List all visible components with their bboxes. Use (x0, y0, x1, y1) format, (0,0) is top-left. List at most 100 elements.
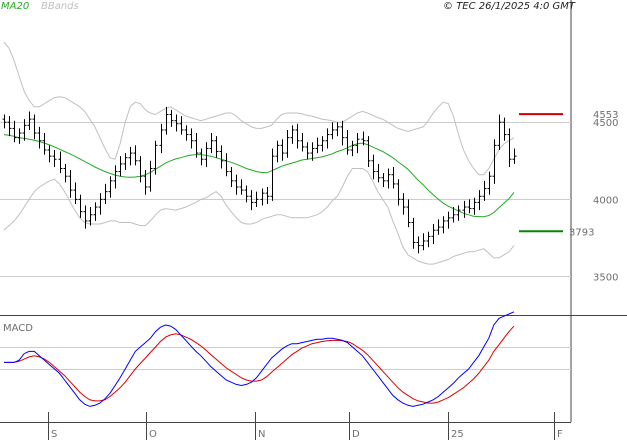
ma20-line (3, 134, 515, 218)
month-label: D (352, 429, 360, 440)
price-bar (310, 142, 315, 161)
price-bar (421, 233, 426, 251)
price-bar (300, 133, 305, 152)
price-bar (305, 142, 310, 160)
price-bar (381, 173, 386, 188)
price-bar (239, 179, 244, 195)
price-bar (37, 126, 42, 149)
price-bar (68, 170, 73, 198)
price-bar (199, 148, 204, 166)
month-label: S (51, 429, 57, 440)
price-bar (113, 165, 118, 189)
price-bar (467, 199, 472, 214)
macd-lines (4, 311, 515, 407)
price-bar (426, 231, 431, 248)
price-bar (512, 148, 517, 164)
support-label: 3793 (569, 227, 594, 238)
price-bar (386, 168, 391, 189)
price-bar (371, 154, 376, 180)
price-bar (355, 133, 360, 154)
price-bar (249, 190, 254, 211)
price-bar (391, 166, 396, 189)
price-bar (219, 145, 224, 169)
price-bar (507, 128, 512, 167)
price-bar (376, 163, 381, 183)
price-bar (17, 128, 22, 144)
price-bar (446, 211, 451, 229)
price-bar (42, 133, 47, 155)
time-axis: S O N D 25 F (48, 412, 563, 440)
price-bar (204, 142, 209, 167)
price-bar (174, 114, 179, 132)
price-bar (209, 133, 214, 154)
support-resistance-levels: 4553 3793 (519, 110, 618, 238)
price-bar (436, 219, 441, 235)
price-bar (492, 139, 497, 184)
price-bar (108, 176, 113, 198)
price-bar (184, 125, 189, 141)
price-bar (138, 156, 143, 183)
price-bar (164, 106, 169, 135)
price-bar (441, 216, 446, 234)
price-bar (194, 133, 199, 158)
month-label: 25 (451, 429, 464, 440)
price-bar (118, 156, 123, 177)
price-bar (320, 136, 325, 152)
price-bar (477, 190, 482, 211)
price-bar (78, 194, 83, 218)
price-bar (290, 125, 295, 144)
price-bar (315, 137, 320, 154)
copyright-label: © TEC 26/1/2025 4:0 GMT (443, 1, 576, 12)
price-bar (497, 114, 502, 150)
price-bar (366, 136, 371, 167)
macd-signal-line (4, 325, 515, 404)
price-bar (169, 109, 174, 127)
price-grid (0, 122, 571, 277)
price-bar (456, 205, 461, 221)
price-bar (148, 160, 153, 192)
price-bar (401, 193, 406, 215)
price-bar (159, 123, 164, 154)
price-bar (229, 166, 234, 188)
price-tick-label-1: 4000 (593, 195, 618, 206)
price-bars (2, 106, 517, 254)
price-bar (22, 119, 27, 141)
price-bar (472, 197, 477, 215)
price-bar (32, 114, 37, 140)
price-bar (406, 199, 411, 228)
price-bar (189, 128, 194, 149)
price-bar (12, 120, 17, 143)
price-bar (7, 116, 12, 137)
price-bar (431, 224, 436, 245)
price-bar (487, 171, 492, 195)
price-bar (416, 236, 421, 254)
price-bar (396, 179, 401, 206)
price-bar (93, 202, 98, 221)
price-bar (88, 207, 93, 226)
moving-average (3, 134, 515, 218)
ma-legend-label: MA20 (1, 1, 29, 12)
price-bar (2, 114, 7, 129)
price-bar (123, 153, 128, 171)
price-bar (234, 174, 239, 195)
price-bar (63, 163, 68, 183)
macd-line (4, 311, 515, 407)
macd-grid (0, 347, 571, 370)
price-bar (275, 140, 280, 163)
price-bar (451, 207, 456, 223)
price-bar (295, 123, 300, 149)
price-bar (361, 131, 366, 146)
price-bar (280, 139, 285, 161)
price-bar (224, 153, 229, 177)
price-bar (143, 170, 148, 195)
month-label: F (557, 429, 563, 440)
price-bar (244, 185, 249, 203)
bbands-legend-label: BBands (41, 1, 79, 12)
price-bar (52, 149, 57, 167)
price-axis-labels: 3500 4000 4500 (593, 118, 618, 283)
price-bar (345, 129, 350, 155)
bb-lower-line (3, 168, 515, 265)
price-bar (335, 122, 340, 137)
bollinger-bands (3, 41, 515, 265)
